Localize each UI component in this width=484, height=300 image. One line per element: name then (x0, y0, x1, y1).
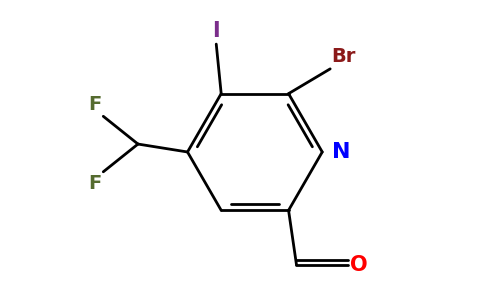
Text: Br: Br (331, 47, 356, 66)
Text: N: N (332, 142, 350, 162)
Text: F: F (88, 174, 101, 193)
Text: I: I (212, 21, 220, 41)
Text: F: F (88, 95, 101, 114)
Text: O: O (350, 255, 368, 275)
